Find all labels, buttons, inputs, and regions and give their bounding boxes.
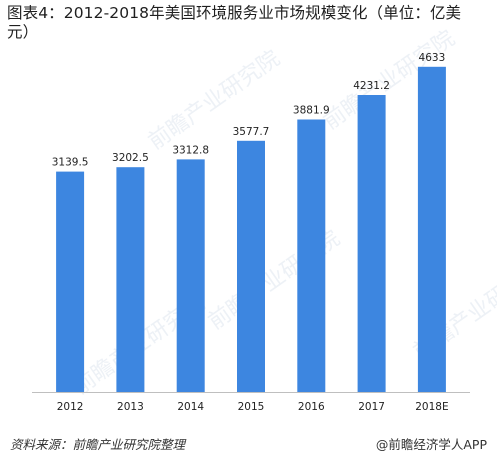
x-tick-label-2015: 2015 [238,401,265,413]
bar-2016 [297,119,326,392]
value-label-2015: 3577.7 [233,126,270,138]
value-label-2018E: 4633 [419,52,446,64]
x-tick-label-2012: 2012 [57,401,84,413]
source-note: 资料来源：前瞻产业研究院整理 [10,437,186,452]
value-label-2016: 3881.9 [293,105,330,117]
chart-title: 图表4：2012-2018年美国环境服务业市场规模变化（单位：亿美元） [7,4,462,41]
bars-group [56,66,446,393]
bar-2014 [176,159,205,392]
bar-2012 [56,171,85,392]
value-labels-group: 3139.5 3202.5 3312.8 3577.7 3881.9 4231.2 4633 [52,52,446,169]
value-label-2013: 3202.5 [112,152,149,164]
bar-2015 [237,140,265,392]
value-label-2017: 4231.2 [353,80,390,92]
x-tick-label-2014: 2014 [177,401,204,413]
x-tick-label-2017: 2017 [358,401,385,413]
bar-2018E [417,66,446,393]
x-tick-labels-group: 2012 2013 2014 2015 2016 2017 2018E [57,401,449,413]
x-tick-label-2013: 2013 [117,401,144,413]
value-label-2014: 3312.8 [172,144,209,156]
x-tick-label-2018E: 2018E [415,401,448,413]
x-tick-label-2016: 2016 [298,401,325,413]
brand-credit: @前瞻经济学人APP [375,437,487,452]
watermark-text: 前瞻产业研究院 [144,46,285,155]
bar-2017 [357,95,386,392]
value-label-2012: 3139.5 [52,157,89,169]
bar-2013 [116,167,145,392]
